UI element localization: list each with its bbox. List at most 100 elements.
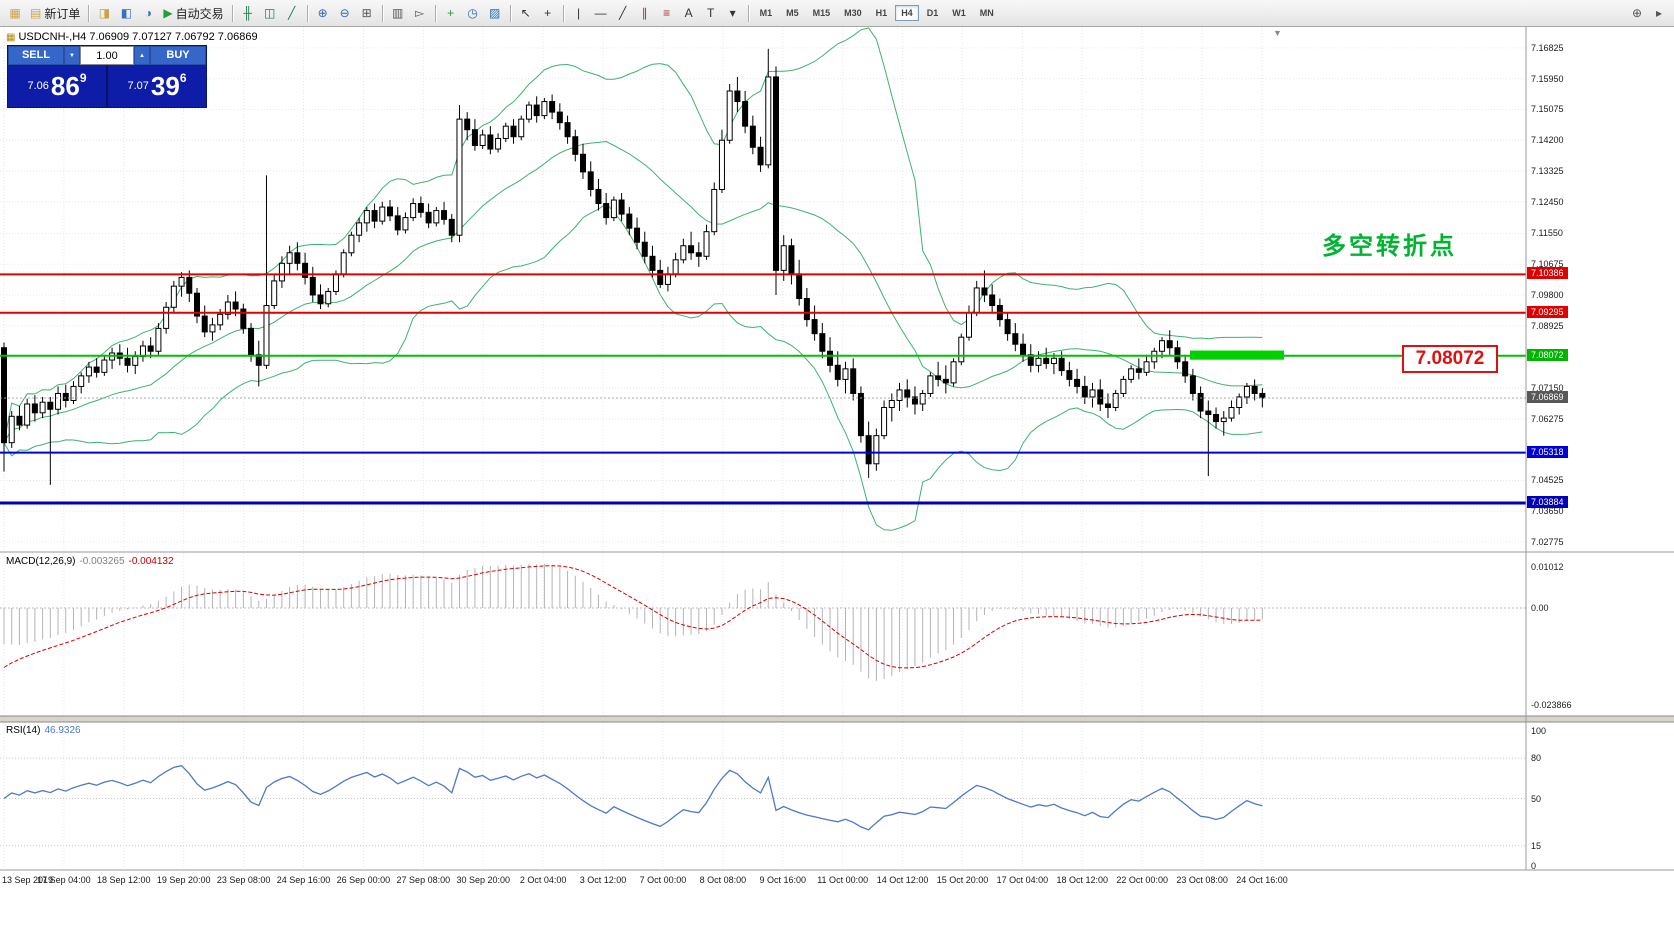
macd-tick: 0.00	[1531, 603, 1549, 613]
search-icon: ⊕	[1631, 6, 1643, 20]
toolbar-separator	[231, 4, 233, 22]
time-label: 14 Oct 12:00	[876, 875, 929, 885]
auto-trading-button[interactable]: ▶ 自动交易	[160, 3, 226, 24]
price-tag-7.06869: 7.06869	[1527, 391, 1568, 404]
macd-indicator-label: MACD(12,26,9) -0.003265 -0.004132	[6, 556, 174, 567]
trendline-icon: ╱	[618, 6, 627, 20]
templates-icon[interactable]: ▨	[485, 3, 505, 24]
auto-scroll-icon[interactable]: ▥	[388, 3, 408, 24]
timeframe-h1[interactable]: H1	[870, 5, 894, 21]
time-label: 23 Sep 08:00	[216, 875, 271, 885]
price-divider	[106, 65, 108, 107]
search-icon[interactable]: ⊕	[1627, 3, 1647, 24]
price-tag-7.03884: 7.03884	[1527, 496, 1568, 509]
zoom-out-icon[interactable]: ⊖	[335, 3, 355, 24]
cursor-icon[interactable]: ↖	[516, 3, 536, 24]
data-window-icon[interactable]: ◑	[138, 3, 158, 24]
sell-button[interactable]: SELL	[8, 46, 64, 65]
turning-point-annotation[interactable]: 多空转折点	[1322, 233, 1457, 260]
new-order-button[interactable]: ▤ 新订单	[27, 3, 83, 24]
price-axis[interactable]: 7.16825 7.15950 7.15075 7.14200 7.13325 7.124…	[1526, 0, 1674, 890]
volume-input[interactable]	[80, 46, 134, 65]
templates-icon: ▨	[488, 6, 501, 20]
timeframe-mn[interactable]: MN	[974, 5, 1000, 21]
new-chart-icon[interactable]: ▦	[5, 3, 25, 24]
time-label: 18 Oct 12:00	[1056, 875, 1109, 885]
price-tick: 7.06275	[1531, 413, 1564, 424]
timeframe-m1[interactable]: M1	[754, 5, 779, 21]
tile-windows-icon[interactable]: ⊞	[357, 3, 377, 24]
time-label: 9 Oct 16:00	[759, 875, 807, 885]
macd-tick: -0.023866	[1531, 700, 1572, 711]
cursor-icon: ↖	[520, 6, 531, 20]
rsi-pane-resize-handle[interactable]	[0, 716, 1674, 722]
price-tick: 7.15075	[1531, 104, 1564, 115]
price-tick: 7.11550	[1531, 228, 1563, 239]
toolbar-options-icon[interactable]: ▸	[1649, 3, 1669, 24]
volume-up-button[interactable]: ▲	[134, 46, 150, 65]
horizontal-line-icon[interactable]: —	[591, 3, 611, 24]
market-watch-icon[interactable]: ◧	[116, 3, 136, 24]
buy-price[interactable]: 7.07 39 6	[108, 65, 206, 107]
channel-icon[interactable]: ∥	[635, 3, 655, 24]
new-chart-icon: ▦	[9, 6, 21, 20]
tile-windows-icon: ⊞	[361, 6, 372, 20]
text-icon[interactable]: A	[679, 3, 699, 24]
chart-shift-icon: ▻	[414, 6, 425, 20]
price-tick: 7.15950	[1531, 73, 1564, 84]
auto-trading-button: ▶	[163, 6, 173, 20]
time-label: 15 Oct 20:00	[936, 875, 989, 885]
sell-price[interactable]: 7.06 86 9	[8, 65, 106, 107]
chart-shift-marker-icon: ▼	[1273, 28, 1282, 38]
channel-icon: ∥	[641, 6, 648, 20]
vertical-line-icon: |	[577, 6, 581, 20]
chart-title-text: USDCNH-,H4 7.06909 7.07127 7.06792 7.068…	[18, 31, 258, 43]
fibonacci-icon[interactable]: ≡	[657, 3, 677, 24]
crosshair-icon[interactable]: +	[538, 3, 558, 24]
time-label: 30 Sep 20:00	[456, 875, 511, 885]
shapes-icon[interactable]: ▾	[723, 3, 743, 24]
price-tick: 7.12450	[1531, 196, 1564, 207]
auto-scroll-icon: ▥	[391, 6, 404, 20]
sell-price-sup: 9	[79, 71, 87, 85]
timeframe-m15[interactable]: M15	[807, 5, 837, 21]
price-tick: 7.04525	[1531, 475, 1564, 486]
candlestick-chart-icon: ◫	[263, 6, 276, 20]
vertical-line-icon[interactable]: |	[569, 3, 589, 24]
chart-title-icon: ▦	[6, 32, 16, 43]
data-window-icon: ◑	[144, 6, 152, 20]
zoom-in-icon[interactable]: ⊕	[313, 3, 333, 24]
toolbar-separator	[509, 4, 511, 22]
zoom-in-icon: ⊕	[317, 6, 328, 20]
chart-shift-icon[interactable]: ▻	[410, 3, 430, 24]
periods-icon[interactable]: ◷	[463, 3, 483, 24]
bar-chart-icon: ╫	[243, 6, 252, 20]
label-icon[interactable]: T	[701, 3, 721, 24]
highlight-rectangle[interactable]	[1190, 350, 1284, 360]
line-chart-icon[interactable]: ╱	[282, 3, 302, 24]
profiles-icon[interactable]: ◨	[94, 3, 114, 24]
candlestick-chart-icon[interactable]: ◫	[260, 3, 280, 24]
time-label: 27 Sep 08:00	[396, 875, 451, 885]
timeframe-h4[interactable]: H4	[895, 5, 919, 21]
timeframe-m5[interactable]: M5	[780, 5, 805, 21]
new-order-button: ▤	[30, 6, 42, 20]
timeframe-d1[interactable]: D1	[921, 5, 945, 21]
volume-down-button[interactable]: ▼	[64, 46, 80, 65]
bar-chart-icon[interactable]: ╫	[238, 3, 258, 24]
price-level-annotation-box[interactable]: 7.08072	[1402, 345, 1498, 373]
indicators-icon[interactable]: +	[441, 3, 461, 24]
fibonacci-icon: ≡	[663, 6, 671, 20]
price-tick: 7.08925	[1531, 320, 1564, 331]
crosshair-icon: +	[544, 6, 552, 20]
price-tick: 7.10675	[1531, 259, 1564, 270]
timeframe-w1[interactable]: W1	[946, 5, 972, 21]
buy-price-sup: 6	[179, 71, 187, 85]
rsi-tick: 100	[1531, 726, 1547, 736]
buy-button[interactable]: BUY	[150, 46, 206, 65]
timeframe-m30[interactable]: M30	[838, 5, 868, 21]
time-axis[interactable]: 13 Sep 2019 17 Sep 04:00 18 Sep 12:00 19 Se…	[0, 870, 1526, 891]
trendline-icon[interactable]: ╱	[613, 3, 633, 24]
